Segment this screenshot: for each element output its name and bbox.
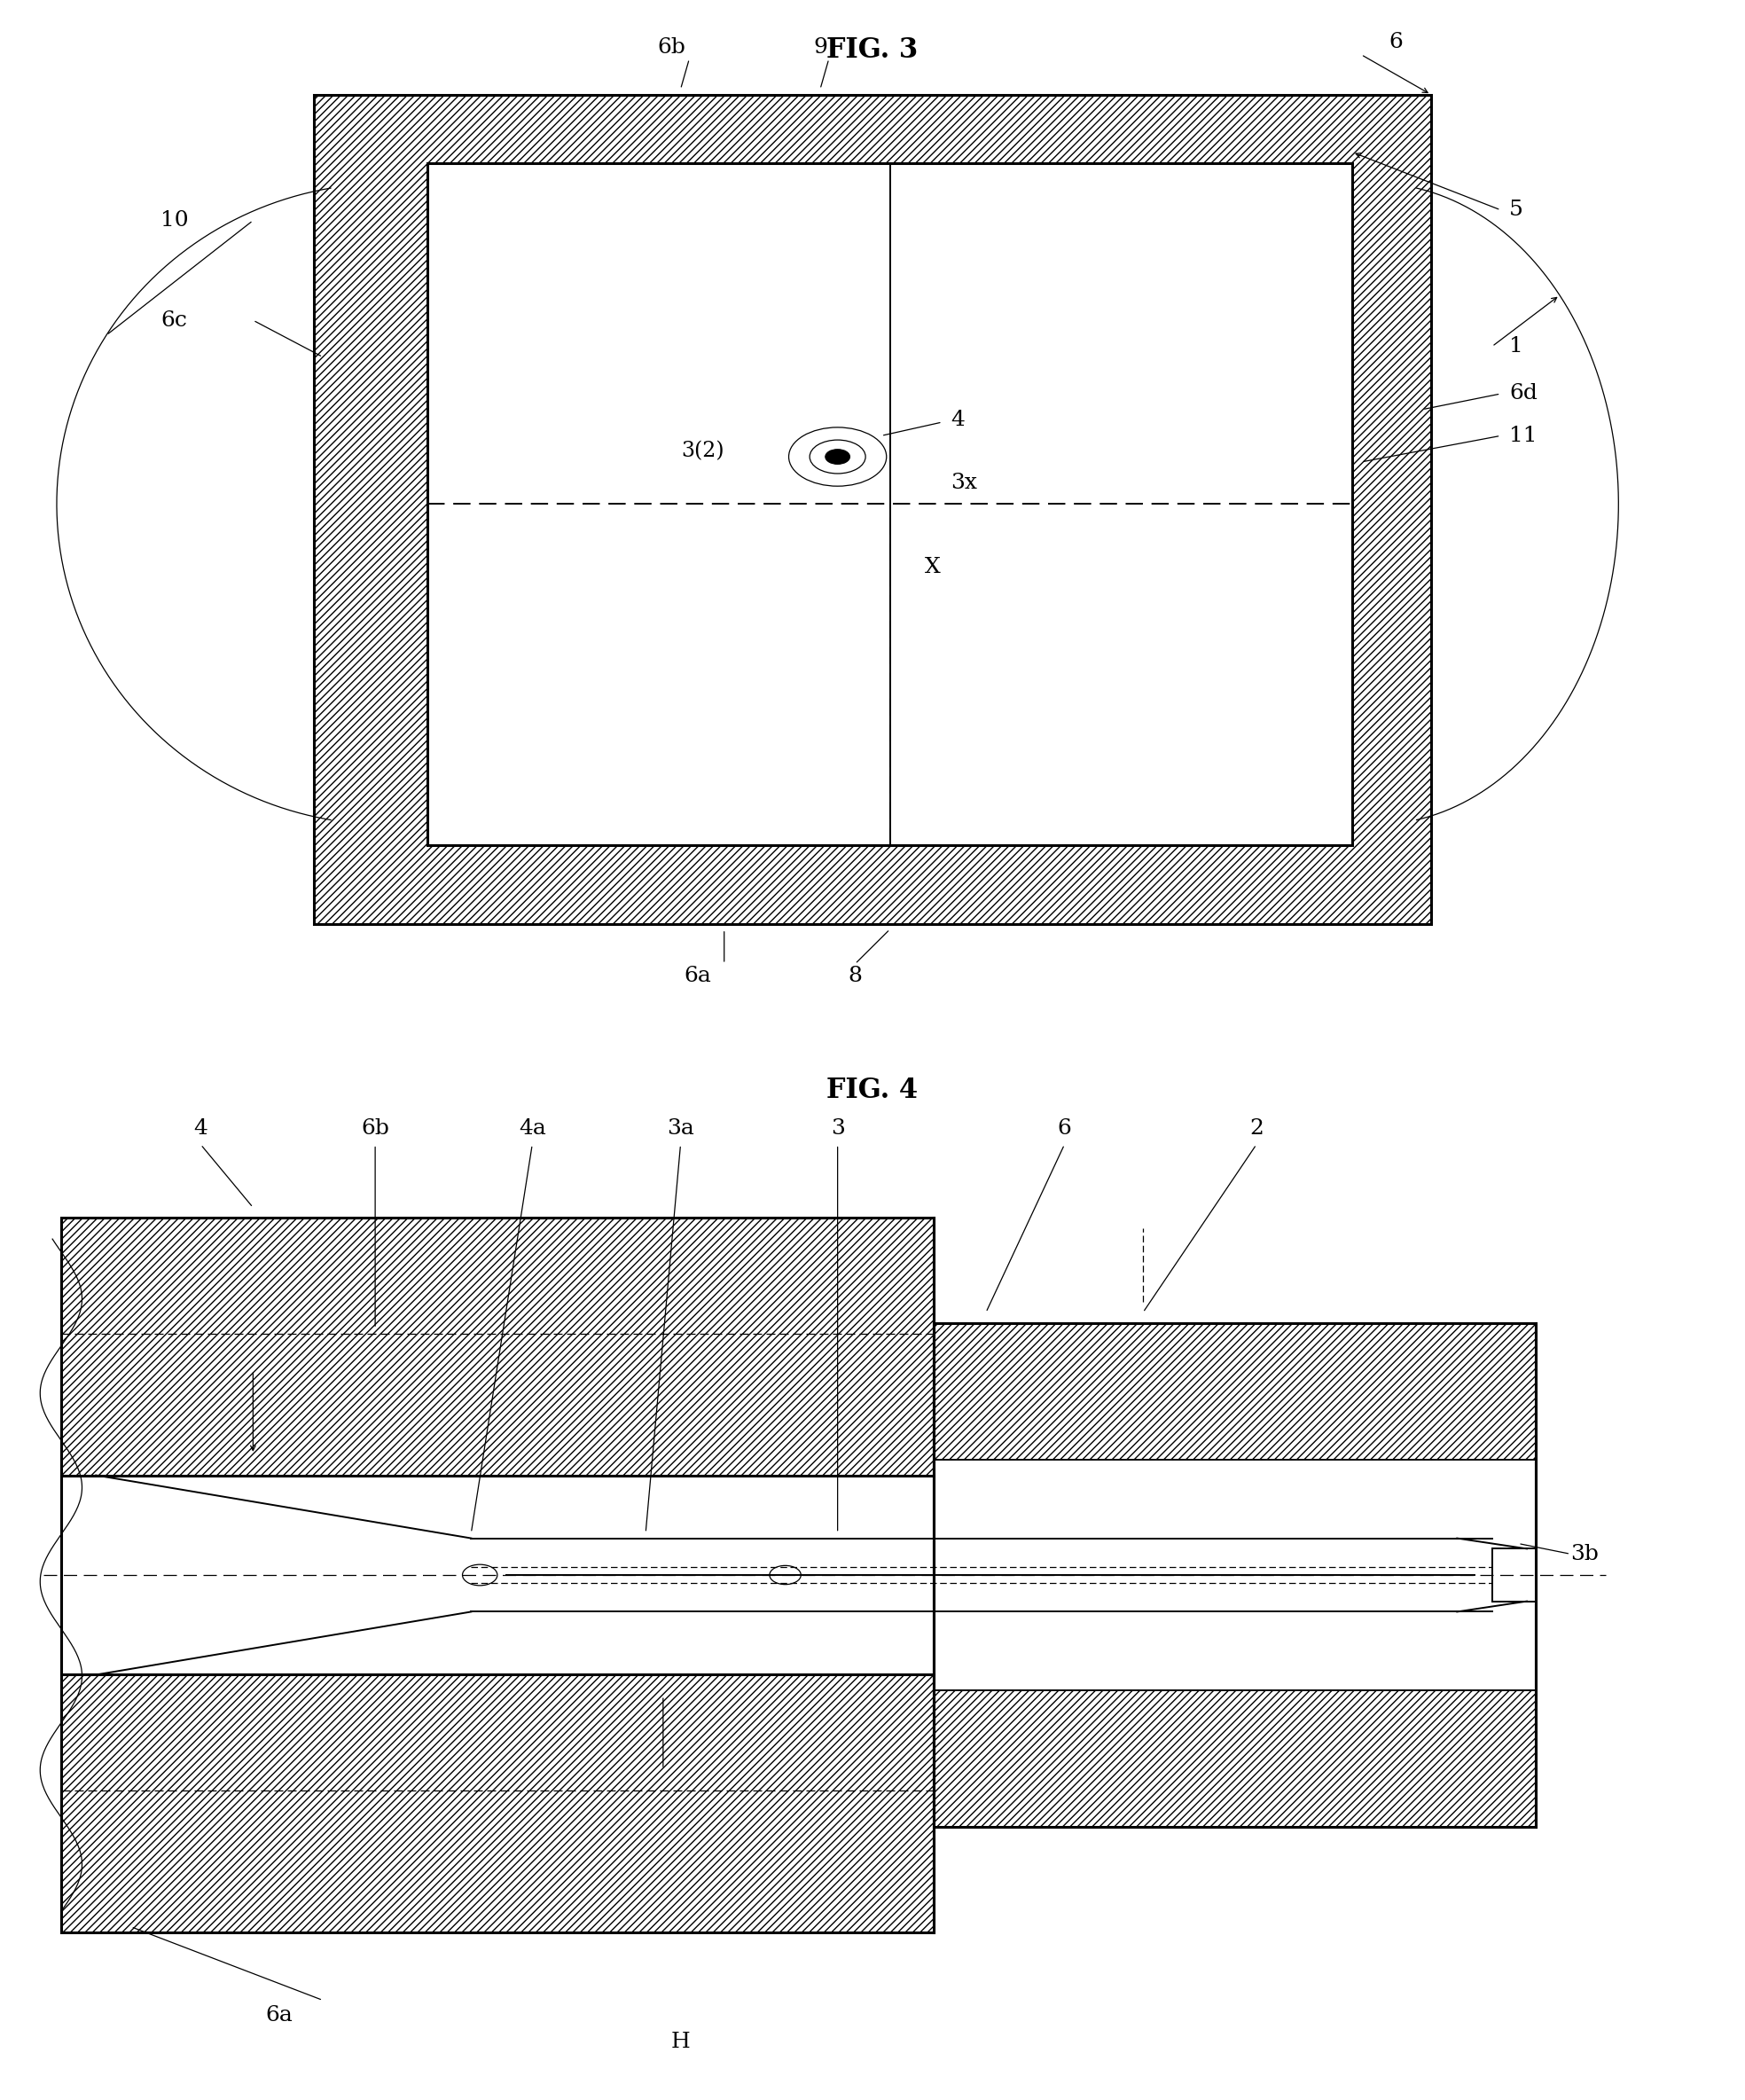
Text: FIG. 3: FIG. 3	[827, 36, 918, 65]
Bar	[61, 1218, 934, 1474]
Bar	[314, 94, 1431, 162]
Bar	[934, 1323, 1536, 1459]
Bar	[934, 1690, 1536, 1827]
Bar	[1492, 1550, 1536, 1600]
Bar	[934, 1323, 1536, 1459]
Text: 6c: 6c	[161, 311, 188, 330]
Bar	[61, 1218, 934, 1932]
Text: 6: 6	[1389, 31, 1403, 53]
Bar	[934, 1460, 1536, 1691]
Bar	[314, 844, 1431, 924]
Text: 3(2): 3(2)	[681, 441, 724, 462]
Text: 8: 8	[848, 966, 862, 987]
Text: 2: 2	[1249, 1117, 1263, 1138]
Bar	[1352, 162, 1431, 844]
Text: 10: 10	[161, 210, 188, 231]
Bar	[61, 1676, 934, 1932]
Text: 6a: 6a	[265, 2006, 293, 2026]
Text: 6: 6	[1057, 1117, 1071, 1138]
Text: 6a: 6a	[684, 966, 712, 987]
Bar	[314, 844, 1431, 924]
Bar	[1352, 162, 1431, 844]
Text: 11: 11	[1509, 426, 1537, 445]
Text: 3a: 3a	[667, 1117, 695, 1138]
Text: FIG. 4: FIG. 4	[827, 1075, 918, 1105]
Text: 6b: 6b	[658, 38, 686, 57]
Bar	[314, 94, 1431, 924]
Bar	[314, 162, 428, 844]
Circle shape	[825, 449, 850, 464]
Text: 4: 4	[951, 410, 965, 430]
Text: 3b: 3b	[1570, 1544, 1598, 1564]
Text: 4a: 4a	[518, 1117, 546, 1138]
Bar	[61, 1474, 934, 1676]
Bar	[61, 1676, 934, 1932]
Text: 5: 5	[1509, 200, 1523, 220]
Text: 1: 1	[1509, 336, 1523, 357]
Bar	[314, 162, 428, 844]
Bar	[428, 162, 1352, 844]
Text: 6d: 6d	[1509, 384, 1537, 403]
Bar	[934, 1323, 1536, 1827]
Text: 6b: 6b	[361, 1117, 389, 1138]
Text: 9: 9	[813, 38, 827, 57]
Text: 3: 3	[831, 1117, 845, 1138]
Bar	[61, 1218, 934, 1474]
Bar	[934, 1690, 1536, 1827]
Text: H: H	[670, 2033, 691, 2052]
Text: 3x: 3x	[951, 473, 977, 494]
Text: X: X	[925, 556, 941, 578]
Bar	[314, 94, 1431, 162]
Text: 4: 4	[194, 1117, 208, 1138]
